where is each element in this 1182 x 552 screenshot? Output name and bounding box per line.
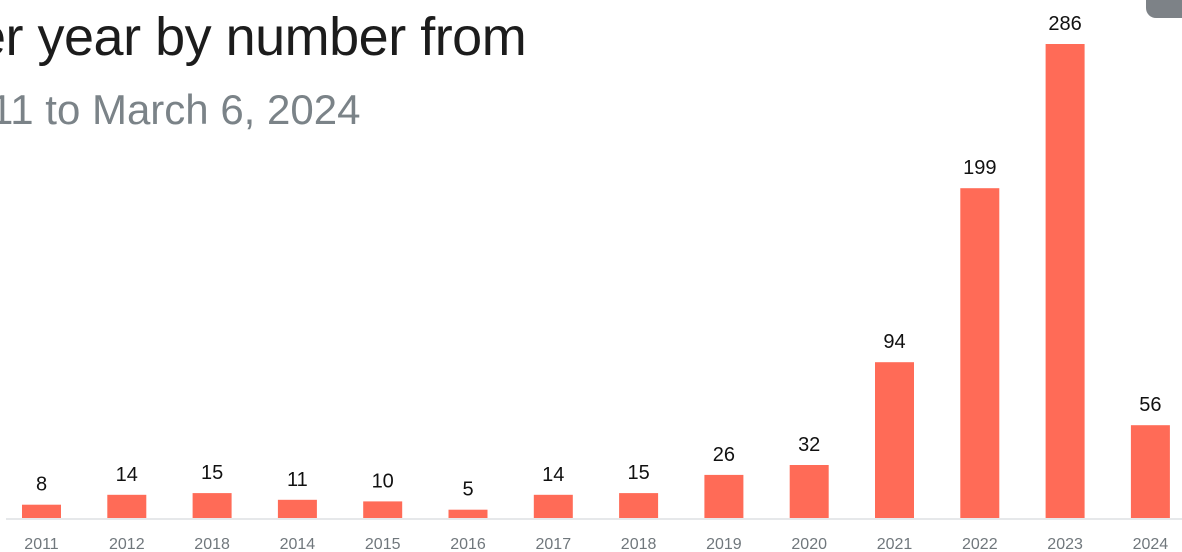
bar-value-label: 10 — [372, 470, 394, 492]
bar-value-label: 11 — [287, 469, 308, 491]
chart-subtitle: 11 to March 6, 2024 — [0, 86, 361, 133]
corner-tab[interactable] — [1146, 0, 1182, 18]
bar-value-label: 56 — [1139, 394, 1161, 416]
bar-2014-3 — [277, 499, 317, 518]
bar-value-label: 14 — [542, 464, 564, 486]
bar-2024-13 — [1130, 425, 1170, 518]
bar-2020-9 — [789, 465, 829, 518]
x-tick-labels-group: 2011 2012 2018 2014 2015 2016 2017 2018 2019 2020… — [24, 536, 1168, 552]
bar-2019-8 — [704, 474, 744, 518]
x-tick-label: 2020 — [791, 536, 827, 552]
bar-2018-2 — [192, 493, 232, 518]
bar-2015-4 — [363, 501, 403, 518]
x-tick-label: 2024 — [1133, 536, 1169, 552]
bar-2011-0 — [22, 504, 61, 518]
x-tick-label: 2019 — [706, 536, 742, 552]
bar-2018-7 — [619, 493, 659, 518]
x-tick-label: 2011 — [24, 536, 59, 552]
bar-value-label: 32 — [798, 434, 820, 456]
bar-2022-11 — [960, 188, 1000, 518]
bar-value-label: 5 — [462, 479, 473, 501]
bar-2021-10 — [875, 362, 914, 518]
bar-value-label: 14 — [116, 464, 138, 486]
x-tick-label: 2022 — [962, 536, 998, 552]
x-tick-label: 2015 — [365, 536, 401, 552]
chart-title: er year by number from — [0, 7, 527, 67]
bar-labels-group: 8 14 15 11 10 5 14 15 26 32 94 199 286 56 — [36, 13, 1162, 501]
bar-2016-5 — [448, 509, 488, 518]
x-tick-label: 2018 — [194, 536, 230, 552]
bar-2012-1 — [107, 494, 147, 518]
bar-value-label: 15 — [627, 462, 649, 484]
x-tick-label: 2021 — [877, 536, 913, 552]
x-tick-label: 2012 — [109, 536, 145, 552]
bar-value-label: 8 — [36, 474, 47, 496]
x-tick-label: 2023 — [1047, 536, 1083, 552]
bars-group — [22, 44, 1170, 518]
x-tick-label: 2014 — [280, 536, 316, 552]
x-tick-label: 2016 — [450, 536, 486, 552]
x-tick-label: 2017 — [536, 536, 572, 552]
bar-value-label: 26 — [713, 444, 735, 466]
bar-value-label: 15 — [201, 462, 223, 484]
bar-value-label: 94 — [883, 331, 905, 353]
bar-value-label: 199 — [963, 157, 996, 179]
bar-2023-12 — [1045, 44, 1085, 518]
x-tick-label: 2018 — [621, 536, 657, 552]
bar-2017-6 — [533, 494, 573, 518]
bar-value-label: 286 — [1048, 13, 1081, 35]
